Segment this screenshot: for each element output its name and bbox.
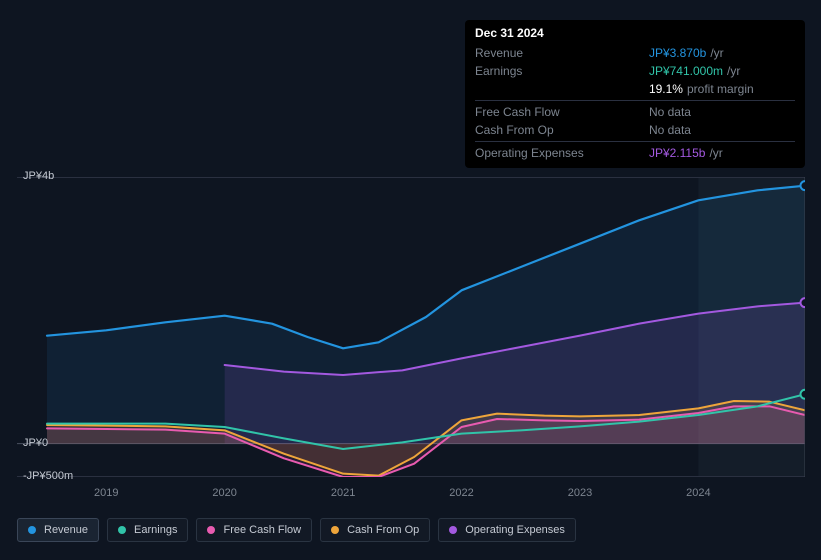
tooltip-date: Dec 31 2024 [475, 26, 795, 40]
legend-item-revenue[interactable]: Revenue [17, 518, 99, 542]
legend-label: Earnings [134, 524, 177, 536]
legend-label: Operating Expenses [465, 524, 565, 536]
legend-label: Revenue [44, 524, 88, 536]
x-axis-label: 2022 [449, 487, 473, 499]
x-axis-label: 2024 [686, 487, 710, 499]
x-axis-label: 2021 [331, 487, 355, 499]
legend-item-earnings[interactable]: Earnings [107, 518, 188, 542]
financials-chart[interactable] [17, 177, 805, 477]
x-axis-label: 2023 [568, 487, 592, 499]
y-axis-label: JP¥0 [23, 437, 48, 449]
hover-tooltip: Dec 31 2024 RevenueJP¥3.870b/yrEarningsJ… [465, 20, 805, 168]
tooltip-table: RevenueJP¥3.870b/yrEarningsJP¥741.000m/y… [475, 44, 795, 162]
tooltip-row-value: JP¥741.000m/yr [649, 62, 795, 80]
tooltip-row-value: No data [649, 101, 795, 122]
tooltip-row-value: 19.1%profit margin [649, 80, 795, 101]
legend-swatch [118, 526, 126, 534]
y-axis-label: -JP¥500m [23, 470, 73, 482]
legend-label: Cash From Op [347, 524, 419, 536]
tooltip-row-value: JP¥3.870b/yr [649, 44, 795, 62]
tooltip-row-value: JP¥2.115b/yr [649, 142, 795, 163]
x-axis-label: 2020 [212, 487, 236, 499]
tooltip-row-label: Earnings [475, 62, 649, 80]
legend: Revenue Earnings Free Cash Flow Cash From O… [17, 518, 576, 542]
tooltip-row-label: Revenue [475, 44, 649, 62]
legend-swatch [207, 526, 215, 534]
legend-item-operating-expenses[interactable]: Operating Expenses [438, 518, 576, 542]
x-axis-label: 2019 [94, 487, 118, 499]
tooltip-row-label [475, 80, 649, 101]
tooltip-row-value: No data [649, 121, 795, 142]
legend-item-cash-from-op[interactable]: Cash From Op [320, 518, 430, 542]
legend-swatch [28, 526, 36, 534]
tooltip-row-label: Free Cash Flow [475, 101, 649, 122]
legend-item-free-cash-flow[interactable]: Free Cash Flow [196, 518, 312, 542]
tooltip-row-label: Operating Expenses [475, 142, 649, 163]
tooltip-row-label: Cash From Op [475, 121, 649, 142]
legend-swatch [331, 526, 339, 534]
legend-label: Free Cash Flow [223, 524, 301, 536]
legend-swatch [449, 526, 457, 534]
y-axis-label: JP¥4b [23, 170, 54, 182]
